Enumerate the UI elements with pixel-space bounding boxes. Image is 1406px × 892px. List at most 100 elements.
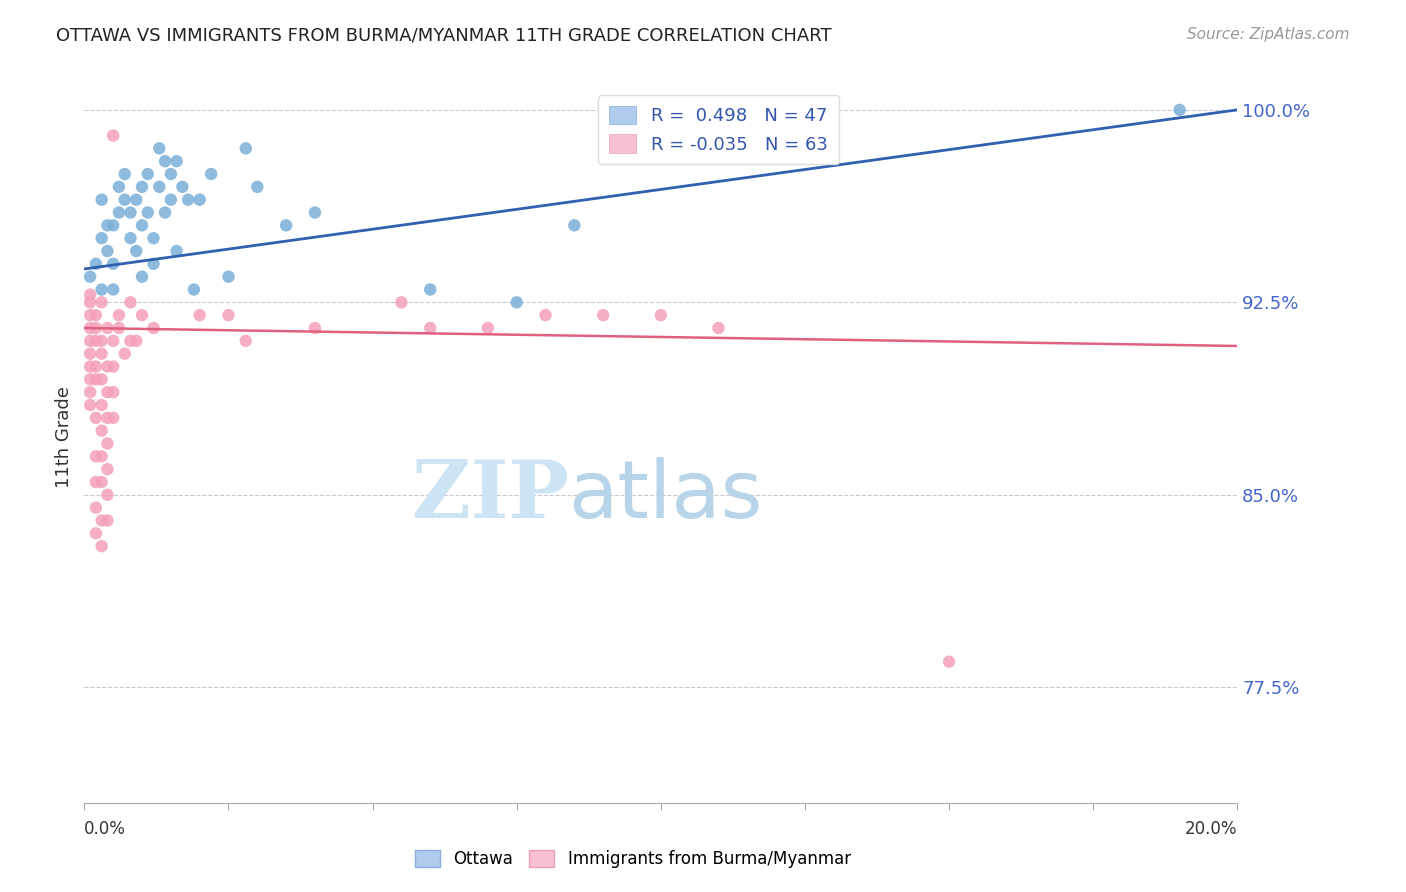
- Point: [79, 308, 101, 322]
- Point: [477, 321, 499, 335]
- Point: [84, 334, 107, 348]
- Point: [103, 219, 125, 233]
- Point: [108, 179, 131, 194]
- Point: [103, 128, 125, 143]
- Point: [276, 219, 298, 233]
- Point: [84, 321, 107, 335]
- Point: [84, 410, 107, 425]
- Legend: R =  0.498   N = 47, R = -0.035   N = 63: R = 0.498 N = 47, R = -0.035 N = 63: [599, 95, 838, 164]
- Point: [96, 410, 118, 425]
- Point: [188, 308, 211, 322]
- Text: 20.0%: 20.0%: [1185, 820, 1237, 838]
- Point: [114, 167, 136, 181]
- Point: [84, 257, 107, 271]
- Point: [90, 514, 112, 528]
- Point: [136, 205, 159, 219]
- Point: [1168, 103, 1191, 117]
- Point: [188, 193, 211, 207]
- Point: [84, 500, 107, 515]
- Point: [96, 359, 118, 374]
- Point: [103, 257, 125, 271]
- Point: [650, 308, 672, 322]
- Point: [90, 334, 112, 348]
- Point: [90, 372, 112, 386]
- Point: [79, 334, 101, 348]
- Point: [103, 283, 125, 297]
- Point: [108, 321, 131, 335]
- Point: [148, 179, 170, 194]
- Point: [96, 385, 118, 400]
- Point: [125, 244, 148, 258]
- Point: [114, 346, 136, 360]
- Point: [166, 154, 188, 169]
- Text: ZIP: ZIP: [412, 457, 568, 534]
- Point: [120, 334, 142, 348]
- Point: [79, 287, 101, 301]
- Point: [96, 488, 118, 502]
- Point: [534, 308, 557, 322]
- Point: [183, 283, 205, 297]
- Point: [79, 385, 101, 400]
- Point: [84, 450, 107, 464]
- Point: [96, 462, 118, 476]
- Point: [142, 231, 165, 245]
- Point: [79, 321, 101, 335]
- Text: atlas: atlas: [568, 457, 763, 534]
- Point: [246, 179, 269, 194]
- Point: [90, 475, 112, 489]
- Point: [125, 334, 148, 348]
- Point: [90, 295, 112, 310]
- Point: [391, 295, 413, 310]
- Point: [103, 334, 125, 348]
- Point: [120, 231, 142, 245]
- Point: [90, 424, 112, 438]
- Point: [90, 193, 112, 207]
- Point: [592, 308, 614, 322]
- Point: [90, 450, 112, 464]
- Point: [142, 321, 165, 335]
- Point: [84, 372, 107, 386]
- Point: [419, 321, 441, 335]
- Point: [120, 205, 142, 219]
- Point: [79, 372, 101, 386]
- Text: OTTAWA VS IMMIGRANTS FROM BURMA/MYANMAR 11TH GRADE CORRELATION CHART: OTTAWA VS IMMIGRANTS FROM BURMA/MYANMAR …: [56, 27, 832, 45]
- Point: [79, 295, 101, 310]
- Point: [84, 359, 107, 374]
- Point: [166, 244, 188, 258]
- Point: [200, 167, 222, 181]
- Point: [79, 346, 101, 360]
- Point: [707, 321, 730, 335]
- Point: [153, 154, 176, 169]
- Point: [96, 219, 118, 233]
- Point: [79, 269, 101, 284]
- Point: [79, 359, 101, 374]
- Legend: Ottawa, Immigrants from Burma/Myanmar: Ottawa, Immigrants from Burma/Myanmar: [408, 843, 858, 875]
- Point: [108, 308, 131, 322]
- Point: [96, 244, 118, 258]
- Point: [160, 167, 183, 181]
- Point: [96, 514, 118, 528]
- Point: [136, 167, 159, 181]
- Point: [103, 410, 125, 425]
- Point: [160, 193, 183, 207]
- Point: [79, 398, 101, 412]
- Point: [96, 321, 118, 335]
- Point: [419, 283, 441, 297]
- Point: [84, 526, 107, 541]
- Point: [218, 269, 240, 284]
- Point: [142, 257, 165, 271]
- Point: [506, 295, 529, 310]
- Point: [103, 385, 125, 400]
- Point: [108, 205, 131, 219]
- Point: [90, 398, 112, 412]
- Point: [564, 219, 586, 233]
- Point: [153, 205, 176, 219]
- Point: [96, 436, 118, 450]
- Y-axis label: 11th Grade: 11th Grade: [55, 386, 73, 488]
- Point: [84, 308, 107, 322]
- Point: [235, 141, 257, 155]
- Point: [177, 193, 200, 207]
- Point: [304, 321, 326, 335]
- Point: [90, 346, 112, 360]
- Point: [218, 308, 240, 322]
